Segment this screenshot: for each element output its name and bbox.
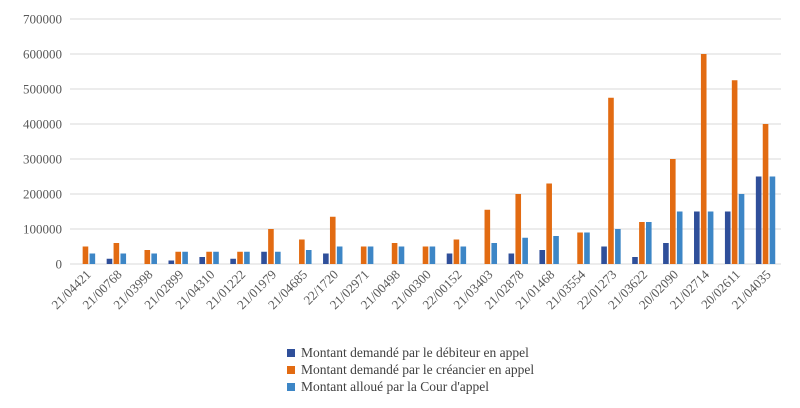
bar-series-2 xyxy=(367,246,374,264)
bar-series-2 xyxy=(645,222,652,264)
bar-series-0 xyxy=(601,246,607,264)
bar-series-0 xyxy=(230,258,236,264)
legend-item-creancier: Montant demandé par le créancier en appe… xyxy=(287,361,534,378)
bar-series-2 xyxy=(120,253,127,264)
bar-series-1 xyxy=(113,243,120,264)
bar-series-0 xyxy=(168,260,175,264)
bar-series-0 xyxy=(694,211,700,264)
bar-series-1 xyxy=(144,250,151,264)
bar-series-2 xyxy=(553,236,559,264)
bar-series-0 xyxy=(508,253,515,264)
bar-series-1 xyxy=(422,246,429,264)
bar-series-1 xyxy=(175,251,181,264)
bar-series-1 xyxy=(577,232,583,264)
bar-series-0 xyxy=(539,250,546,264)
legend-swatch-cour xyxy=(287,382,295,391)
bar-series-1 xyxy=(731,80,738,264)
legend: Montant demandé par le débiteur en appel… xyxy=(287,344,534,395)
grid-lines xyxy=(70,18,781,265)
bar-series-0 xyxy=(755,176,762,264)
y-tick-label: 500000 xyxy=(23,82,62,97)
legend-swatch-debiteur xyxy=(287,348,295,357)
y-tick-label: 200000 xyxy=(23,187,62,202)
bar-series-1 xyxy=(360,246,367,264)
bar-series-2 xyxy=(336,246,343,264)
bar-series-0 xyxy=(261,251,267,264)
bar-series-2 xyxy=(275,251,281,264)
bar-series-0 xyxy=(446,253,453,264)
legend-swatch-creancier xyxy=(287,365,295,374)
x-axis: 21/0442121/0076821/0399821/0289921/04310… xyxy=(48,266,773,312)
y-tick-label: 400000 xyxy=(23,117,62,132)
bar-series-2 xyxy=(429,246,436,264)
bar-series-1 xyxy=(515,194,522,264)
bar-series-2 xyxy=(213,251,219,264)
bar-series-2 xyxy=(182,251,188,264)
bar-series-2 xyxy=(398,246,405,264)
legend-item-cour: Montant alloué par la Cour d'appel xyxy=(287,378,534,395)
legend-item-debiteur: Montant demandé par le débiteur en appel xyxy=(287,344,534,361)
bars xyxy=(82,54,776,264)
y-tick-label: 0 xyxy=(56,257,63,272)
legend-label-cour: Montant alloué par la Cour d'appel xyxy=(301,378,490,394)
bar-series-1 xyxy=(299,239,305,264)
bar-series-1 xyxy=(206,251,212,264)
bar-series-2 xyxy=(522,237,528,264)
bar-series-1 xyxy=(453,239,460,264)
bar-series-0 xyxy=(199,257,206,264)
bar-series-2 xyxy=(584,232,590,264)
bar-series-1 xyxy=(237,251,243,264)
y-tick-label: 600000 xyxy=(23,47,62,62)
bar-series-1 xyxy=(700,54,707,264)
bar-series-1 xyxy=(762,124,769,264)
y-tick-label: 700000 xyxy=(23,12,62,27)
bar-series-2 xyxy=(615,229,621,264)
legend-label-debiteur: Montant demandé par le débiteur en appel xyxy=(301,344,529,360)
bar-series-1 xyxy=(82,246,89,264)
legend-label-creancier: Montant demandé par le créancier en appe… xyxy=(301,361,535,377)
bar-series-0 xyxy=(724,211,731,264)
bar-series-1 xyxy=(484,209,491,264)
bar-series-1 xyxy=(329,216,336,264)
bar-series-2 xyxy=(738,194,745,264)
bar-series-2 xyxy=(491,243,498,264)
bar-series-0 xyxy=(323,253,329,264)
bar-series-2 xyxy=(151,253,157,264)
bar-series-1 xyxy=(608,97,614,264)
bar-series-2 xyxy=(305,250,312,264)
bar-series-0 xyxy=(663,243,669,264)
bar-series-2 xyxy=(460,246,467,264)
bar-series-2 xyxy=(676,211,683,264)
bar-series-2 xyxy=(89,253,96,264)
bar-series-0 xyxy=(632,257,638,264)
bar-series-1 xyxy=(391,243,398,264)
y-tick-label: 100000 xyxy=(23,222,62,237)
y-tick-label: 300000 xyxy=(23,152,62,167)
bar-series-1 xyxy=(268,229,274,264)
bar-series-1 xyxy=(639,222,645,264)
bar-series-2 xyxy=(769,176,776,264)
bar-series-2 xyxy=(244,251,250,264)
y-axis: 0 100000 200000 300000 400000 500000 600000 700… xyxy=(23,12,62,272)
bar-series-0 xyxy=(106,258,113,264)
bar-series-1 xyxy=(546,183,552,264)
bar-series-1 xyxy=(670,159,676,264)
bar-series-2 xyxy=(707,211,714,264)
